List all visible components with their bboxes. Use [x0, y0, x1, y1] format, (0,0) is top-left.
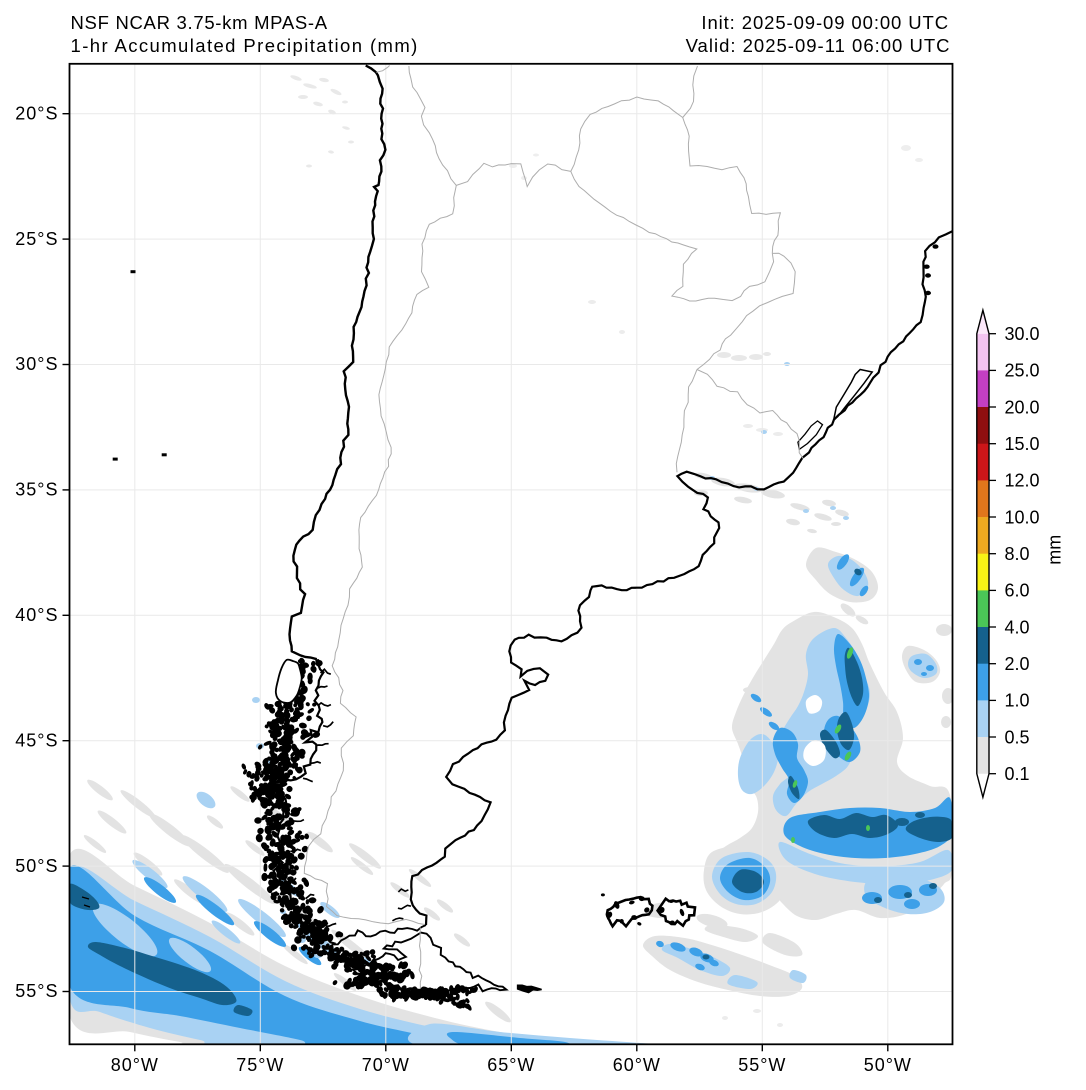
svg-text:8.0: 8.0	[1005, 544, 1030, 564]
svg-text:NSF NCAR 3.75-km MPAS-A: NSF NCAR 3.75-km MPAS-A	[71, 12, 328, 33]
svg-text:25.0: 25.0	[1005, 361, 1040, 381]
svg-text:15.0: 15.0	[1005, 434, 1040, 454]
svg-text:6.0: 6.0	[1005, 581, 1030, 601]
svg-text:0.5: 0.5	[1005, 727, 1030, 747]
svg-text:40°S: 40°S	[15, 605, 58, 625]
svg-text:1.0: 1.0	[1005, 691, 1030, 711]
svg-text:20°S: 20°S	[15, 103, 58, 123]
svg-text:4.0: 4.0	[1005, 617, 1030, 637]
svg-text:1-hr Accumulated Precipitation: 1-hr Accumulated Precipitation (mm)	[71, 35, 419, 56]
svg-text:70°W: 70°W	[362, 1055, 410, 1075]
svg-text:mm: mm	[1045, 535, 1065, 565]
svg-text:45°S: 45°S	[15, 730, 58, 750]
svg-text:2.0: 2.0	[1005, 654, 1030, 674]
svg-text:25°S: 25°S	[15, 229, 58, 249]
svg-text:35°S: 35°S	[15, 480, 58, 500]
svg-text:55°W: 55°W	[738, 1055, 786, 1075]
svg-text:10.0: 10.0	[1005, 507, 1040, 527]
svg-text:30°S: 30°S	[15, 354, 58, 374]
svg-text:80°W: 80°W	[111, 1055, 159, 1075]
svg-text:30.0: 30.0	[1005, 324, 1040, 344]
svg-text:65°W: 65°W	[487, 1055, 535, 1075]
svg-text:60°W: 60°W	[613, 1055, 661, 1075]
svg-text:20.0: 20.0	[1005, 397, 1040, 417]
svg-text:55°S: 55°S	[15, 981, 58, 1001]
svg-text:Valid: 2025-09-11 06:00 UTC: Valid: 2025-09-11 06:00 UTC	[686, 35, 951, 56]
svg-text:Init: 2025-09-09 00:00 UTC: Init: 2025-09-09 00:00 UTC	[701, 12, 949, 33]
svg-text:0.1: 0.1	[1005, 764, 1030, 784]
svg-text:50°S: 50°S	[15, 856, 58, 876]
svg-text:75°W: 75°W	[236, 1055, 284, 1075]
svg-text:50°W: 50°W	[864, 1055, 912, 1075]
svg-text:12.0: 12.0	[1005, 471, 1040, 491]
